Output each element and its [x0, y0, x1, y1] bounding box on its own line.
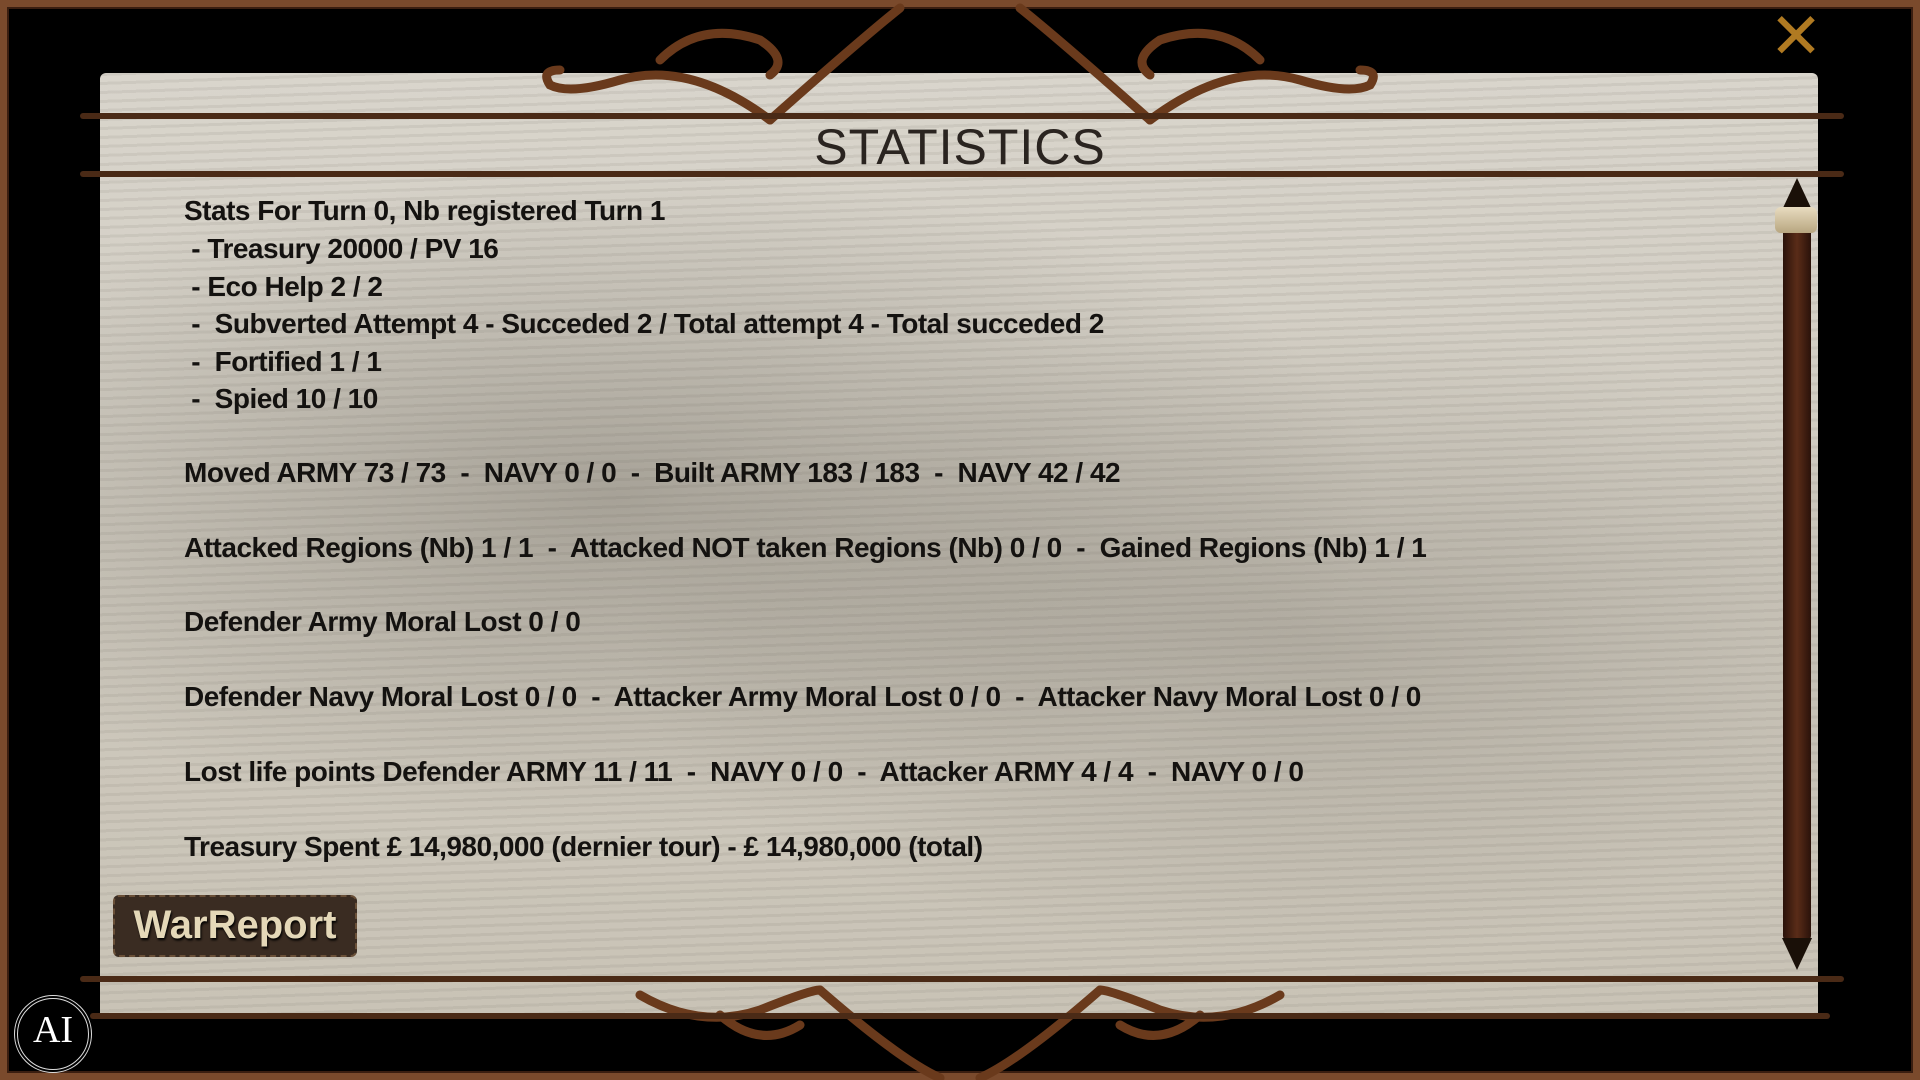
stats-line: - Treasury 20000 / PV 16 — [184, 233, 499, 264]
ai-logo: AI — [14, 995, 92, 1073]
stats-line: Lost life points Defender ARMY 11 / 11 -… — [184, 756, 1304, 787]
stats-line: Stats For Turn 0, Nb registered Turn 1 — [184, 195, 665, 226]
stats-line: Defender Navy Moral Lost 0 / 0 - Attacke… — [184, 681, 1421, 712]
divider-title — [80, 171, 1844, 177]
bottom-ornament — [635, 985, 1285, 1080]
divider-bottom — [80, 976, 1844, 982]
close-button[interactable]: ✕ — [1769, 0, 1823, 72]
divider-base — [90, 1013, 1830, 1019]
statistics-panel — [100, 73, 1818, 1015]
divider-top — [80, 113, 1844, 119]
page-title: STATISTICS — [814, 119, 1106, 175]
stats-line: Attacked Regions (Nb) 1 / 1 - Attacked N… — [184, 532, 1427, 563]
top-ornament — [542, 3, 1378, 125]
scrollbar[interactable] — [1783, 215, 1811, 940]
stats-line: Defender Army Moral Lost 0 / 0 — [184, 606, 581, 637]
stats-line: - Eco Help 2 / 2 — [184, 271, 383, 302]
war-report-button[interactable]: WarReport — [113, 895, 357, 957]
stats-line: Moved ARMY 73 / 73 - NAVY 0 / 0 - Built … — [184, 457, 1121, 488]
stats-line: - Spied 10 / 10 — [184, 383, 378, 414]
stats-line: - Subverted Attempt 4 - Succeded 2 / Tot… — [184, 308, 1104, 339]
scroll-up-arrow-icon[interactable] — [1782, 178, 1812, 210]
scroll-down-arrow-icon[interactable] — [1782, 938, 1812, 970]
stats-line: Treasury Spent £ 14,980,000 (dernier tou… — [184, 831, 983, 862]
stats-line: - Fortified 1 / 1 — [184, 346, 382, 377]
scrollbar-thumb[interactable] — [1775, 207, 1817, 233]
